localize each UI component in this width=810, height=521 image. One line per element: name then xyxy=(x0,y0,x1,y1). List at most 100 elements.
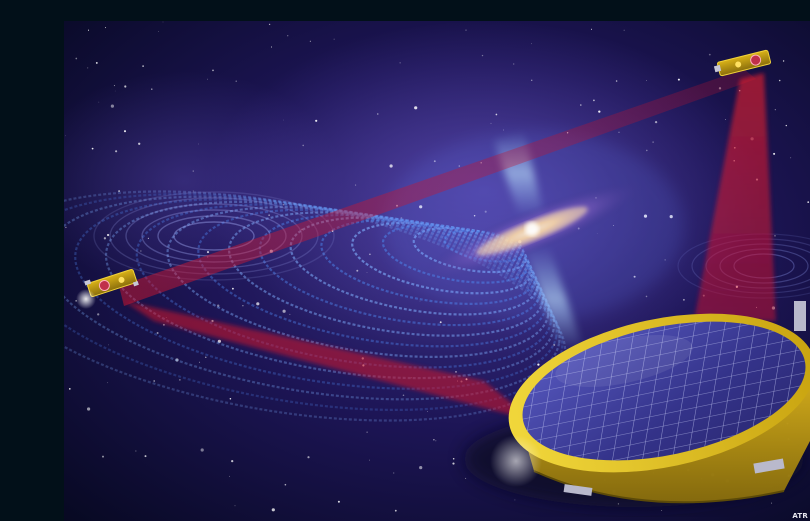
star xyxy=(105,27,106,29)
star xyxy=(229,475,230,477)
star xyxy=(393,472,395,474)
wave-ring xyxy=(64,192,564,412)
star xyxy=(369,253,371,256)
star xyxy=(807,201,810,203)
star xyxy=(337,500,340,503)
star xyxy=(179,379,181,381)
panel-grid-line xyxy=(509,392,810,460)
star xyxy=(618,131,620,133)
star xyxy=(192,190,194,192)
star xyxy=(289,313,291,315)
star xyxy=(514,499,516,501)
star xyxy=(207,78,209,80)
star xyxy=(414,106,418,110)
panel-grid-line xyxy=(653,300,685,482)
star xyxy=(452,462,455,465)
spacecraft-icon xyxy=(84,268,139,298)
star xyxy=(774,109,776,111)
star xyxy=(198,143,199,145)
star xyxy=(103,237,107,240)
star xyxy=(283,119,284,121)
laser-beam-icon xyxy=(119,69,776,421)
star xyxy=(419,466,423,470)
star xyxy=(231,459,234,463)
star xyxy=(530,79,533,82)
star xyxy=(206,251,210,254)
star xyxy=(87,67,89,69)
star xyxy=(708,53,711,56)
star xyxy=(580,104,582,106)
star xyxy=(355,184,357,186)
wave-ring xyxy=(93,191,335,281)
star xyxy=(232,287,234,290)
star xyxy=(217,304,220,307)
star xyxy=(144,455,147,458)
space-artwork: ATR xyxy=(64,21,810,521)
space-artwork-svg xyxy=(64,21,810,521)
image-credit: ATR xyxy=(792,512,808,520)
star xyxy=(402,394,405,396)
star xyxy=(115,150,118,153)
spacecraft-glow xyxy=(76,289,96,309)
spacecraft-icon xyxy=(713,49,771,77)
star xyxy=(366,431,368,433)
star xyxy=(452,457,455,460)
star xyxy=(646,149,648,152)
star xyxy=(242,305,244,307)
star xyxy=(513,63,515,65)
star xyxy=(256,302,260,306)
star xyxy=(156,332,159,334)
star xyxy=(593,99,595,102)
star xyxy=(110,104,114,108)
star xyxy=(142,65,144,67)
star xyxy=(682,298,685,301)
star xyxy=(465,477,467,479)
star xyxy=(107,382,109,384)
star xyxy=(140,250,142,252)
star xyxy=(68,388,71,390)
star xyxy=(113,85,115,87)
star xyxy=(433,439,435,441)
star xyxy=(200,448,204,452)
star xyxy=(455,371,457,373)
panel-grid-line xyxy=(509,368,810,436)
star xyxy=(138,142,141,145)
star xyxy=(108,344,109,346)
star xyxy=(778,79,781,82)
solar-array-disc-icon xyxy=(464,298,810,507)
panel-grid-line xyxy=(509,380,810,448)
star xyxy=(175,358,179,362)
star xyxy=(287,35,289,37)
panel-grid-line xyxy=(623,300,655,482)
lens-flare xyxy=(490,435,542,487)
star xyxy=(315,119,318,122)
star xyxy=(234,505,236,507)
star xyxy=(268,214,270,216)
star xyxy=(205,356,207,358)
star xyxy=(356,269,359,272)
wave-ring xyxy=(173,221,255,251)
star xyxy=(419,300,421,302)
star xyxy=(217,339,221,343)
star xyxy=(598,110,601,113)
star xyxy=(162,21,164,23)
star xyxy=(118,190,121,193)
star xyxy=(394,509,397,512)
star xyxy=(307,456,310,459)
star xyxy=(212,69,214,72)
star xyxy=(199,361,201,363)
star xyxy=(369,459,370,461)
star xyxy=(495,113,498,116)
star xyxy=(534,349,536,351)
star xyxy=(123,130,127,133)
star xyxy=(553,343,556,346)
star xyxy=(465,29,467,31)
star xyxy=(235,80,237,82)
star xyxy=(790,157,792,159)
star xyxy=(654,120,658,124)
star xyxy=(158,30,159,32)
star xyxy=(282,309,286,313)
star xyxy=(531,43,532,45)
star xyxy=(147,237,150,240)
